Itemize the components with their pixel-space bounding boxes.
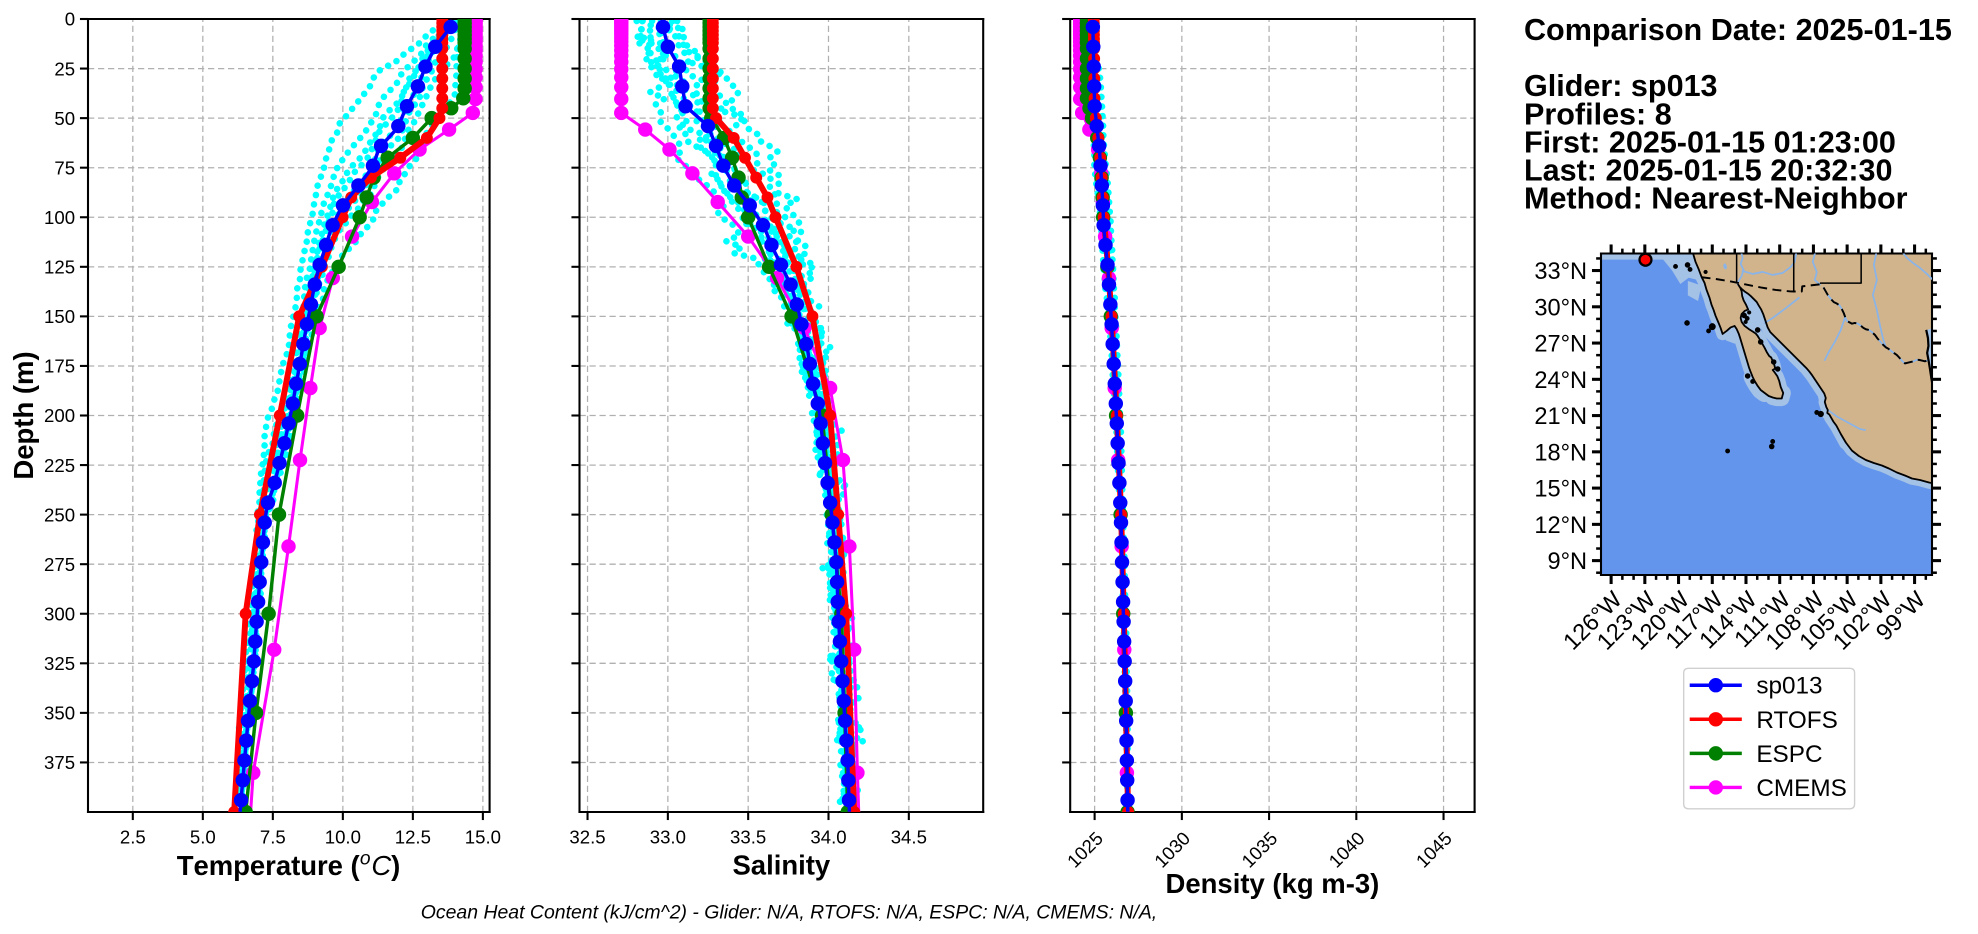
svg-text:30°N: 30°N — [1534, 295, 1587, 321]
svg-text:325: 325 — [44, 653, 75, 674]
svg-text:First: 2025-01-15 01:23:00: First: 2025-01-15 01:23:00 — [1524, 125, 1896, 159]
svg-text:21°N: 21°N — [1534, 404, 1587, 430]
svg-text:225: 225 — [44, 455, 75, 476]
svg-text:T e m p: T e m p e r a t u r e ( ) o C — [177, 845, 407, 881]
svg-text:18°N: 18°N — [1534, 440, 1587, 466]
svg-text:15.0: 15.0 — [465, 827, 501, 848]
svg-text:Ocean Heat Content (kJ/cm^2) -: Ocean Heat Content (kJ/cm^2) - Glider: N… — [421, 901, 1157, 923]
svg-text:Salinity: Salinity — [732, 849, 830, 880]
svg-text:175: 175 — [44, 356, 75, 377]
svg-text:100: 100 — [44, 207, 75, 228]
svg-text:CMEMS: CMEMS — [1756, 775, 1846, 802]
svg-text:375: 375 — [44, 752, 75, 773]
svg-text:ESPC: ESPC — [1756, 741, 1822, 768]
svg-text:50: 50 — [54, 108, 75, 129]
svg-text:RTOFS: RTOFS — [1756, 707, 1837, 734]
svg-text:27°N: 27°N — [1534, 332, 1587, 358]
svg-text:350: 350 — [44, 703, 75, 724]
svg-text:33.0: 33.0 — [650, 827, 686, 848]
svg-text:300: 300 — [44, 603, 75, 624]
svg-text:Density (kg m-3): Density (kg m-3) — [1165, 868, 1379, 899]
svg-text:sp013: sp013 — [1756, 673, 1822, 700]
svg-text:10.0: 10.0 — [325, 827, 361, 848]
svg-text:33.5: 33.5 — [730, 827, 766, 848]
svg-text:9°N: 9°N — [1547, 549, 1587, 575]
svg-text:Depth (m): Depth (m) — [8, 351, 39, 479]
svg-text:15°N: 15°N — [1534, 477, 1587, 503]
svg-text:125: 125 — [44, 257, 75, 278]
svg-text:Method: Nearest-Neighbor: Method: Nearest-Neighbor — [1524, 182, 1908, 216]
svg-text:5.0: 5.0 — [190, 827, 216, 848]
svg-text:34.5: 34.5 — [891, 827, 927, 848]
svg-text:Profiles: 8: Profiles: 8 — [1524, 97, 1672, 131]
svg-text:75: 75 — [54, 157, 75, 178]
svg-text:33°N: 33°N — [1534, 259, 1587, 285]
svg-text:150: 150 — [44, 306, 75, 327]
svg-text:24°N: 24°N — [1534, 368, 1587, 394]
svg-text:34.0: 34.0 — [810, 827, 846, 848]
svg-text:250: 250 — [44, 504, 75, 525]
svg-text:Last: 2025-01-15 20:32:30: Last: 2025-01-15 20:32:30 — [1524, 153, 1893, 187]
svg-text:2.5: 2.5 — [120, 827, 146, 848]
svg-text:200: 200 — [44, 405, 75, 426]
svg-text:7.5: 7.5 — [260, 827, 286, 848]
svg-text:0: 0 — [65, 9, 75, 30]
svg-text:12.5: 12.5 — [395, 827, 431, 848]
svg-text:12°N: 12°N — [1534, 513, 1587, 539]
svg-text:Comparison Date: 2025-01-15: Comparison Date: 2025-01-15 — [1524, 13, 1952, 47]
svg-text:32.5: 32.5 — [569, 827, 605, 848]
svg-text:25: 25 — [54, 58, 75, 79]
svg-text:Glider: sp013: Glider: sp013 — [1524, 69, 1718, 103]
svg-text:275: 275 — [44, 554, 75, 575]
